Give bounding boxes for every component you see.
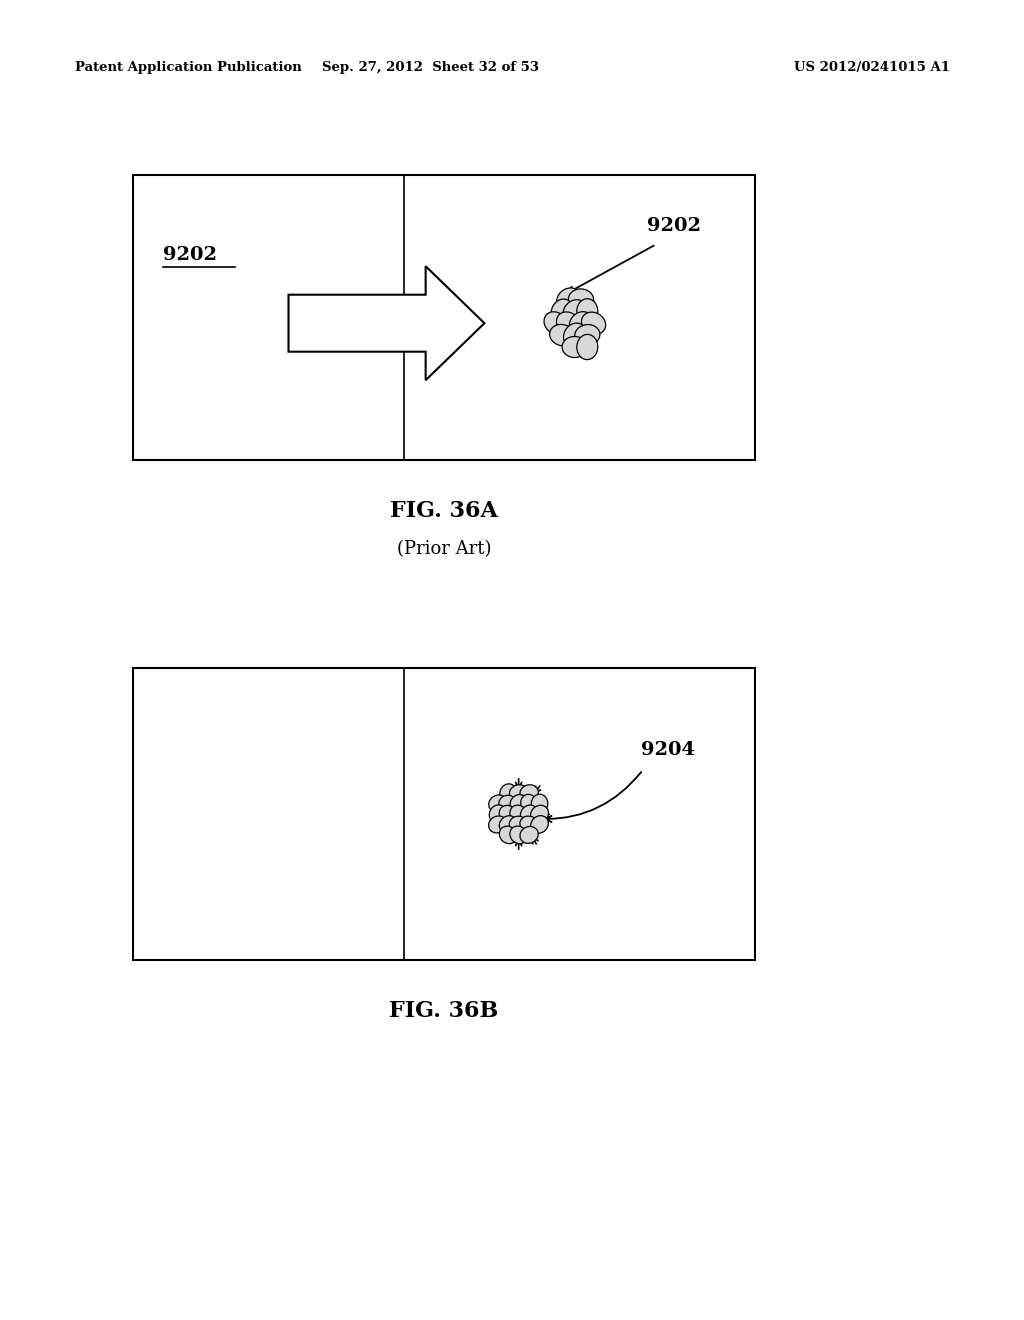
Text: FIG. 36B: FIG. 36B bbox=[389, 1001, 499, 1022]
Ellipse shape bbox=[500, 816, 517, 833]
Ellipse shape bbox=[577, 298, 598, 323]
Ellipse shape bbox=[510, 826, 527, 843]
Text: Sep. 27, 2012  Sheet 32 of 53: Sep. 27, 2012 Sheet 32 of 53 bbox=[322, 62, 539, 74]
Ellipse shape bbox=[520, 826, 539, 843]
Ellipse shape bbox=[550, 325, 574, 346]
Ellipse shape bbox=[520, 795, 538, 813]
Ellipse shape bbox=[500, 784, 516, 803]
Text: 9202: 9202 bbox=[647, 218, 701, 235]
Ellipse shape bbox=[500, 826, 517, 843]
Ellipse shape bbox=[568, 289, 594, 310]
Bar bbox=[133, 176, 755, 459]
Ellipse shape bbox=[562, 337, 588, 358]
Bar bbox=[133, 668, 755, 960]
Ellipse shape bbox=[509, 816, 528, 833]
Ellipse shape bbox=[489, 805, 506, 824]
Ellipse shape bbox=[582, 312, 605, 334]
Text: Patent Application Publication: Patent Application Publication bbox=[75, 62, 302, 74]
Ellipse shape bbox=[499, 805, 517, 822]
Ellipse shape bbox=[577, 334, 598, 359]
Ellipse shape bbox=[520, 805, 538, 822]
Ellipse shape bbox=[530, 805, 549, 822]
Text: 9202: 9202 bbox=[163, 246, 217, 264]
Ellipse shape bbox=[488, 795, 507, 812]
Ellipse shape bbox=[574, 325, 600, 346]
Ellipse shape bbox=[556, 312, 581, 334]
Text: US 2012/0241015 A1: US 2012/0241015 A1 bbox=[794, 62, 950, 74]
Ellipse shape bbox=[510, 805, 527, 822]
Ellipse shape bbox=[544, 312, 567, 335]
Ellipse shape bbox=[520, 816, 539, 833]
Ellipse shape bbox=[563, 323, 586, 347]
Ellipse shape bbox=[509, 784, 528, 801]
Ellipse shape bbox=[530, 816, 549, 833]
Text: (Prior Art): (Prior Art) bbox=[396, 540, 492, 558]
Ellipse shape bbox=[531, 795, 548, 813]
Ellipse shape bbox=[499, 795, 517, 812]
Ellipse shape bbox=[488, 816, 507, 833]
Ellipse shape bbox=[563, 300, 587, 323]
Ellipse shape bbox=[551, 300, 573, 323]
Ellipse shape bbox=[569, 312, 593, 335]
Ellipse shape bbox=[520, 784, 539, 801]
Text: FIG. 36A: FIG. 36A bbox=[390, 500, 498, 521]
Text: 9204: 9204 bbox=[641, 741, 695, 759]
Polygon shape bbox=[289, 267, 484, 380]
Ellipse shape bbox=[557, 288, 581, 310]
Ellipse shape bbox=[510, 795, 527, 813]
